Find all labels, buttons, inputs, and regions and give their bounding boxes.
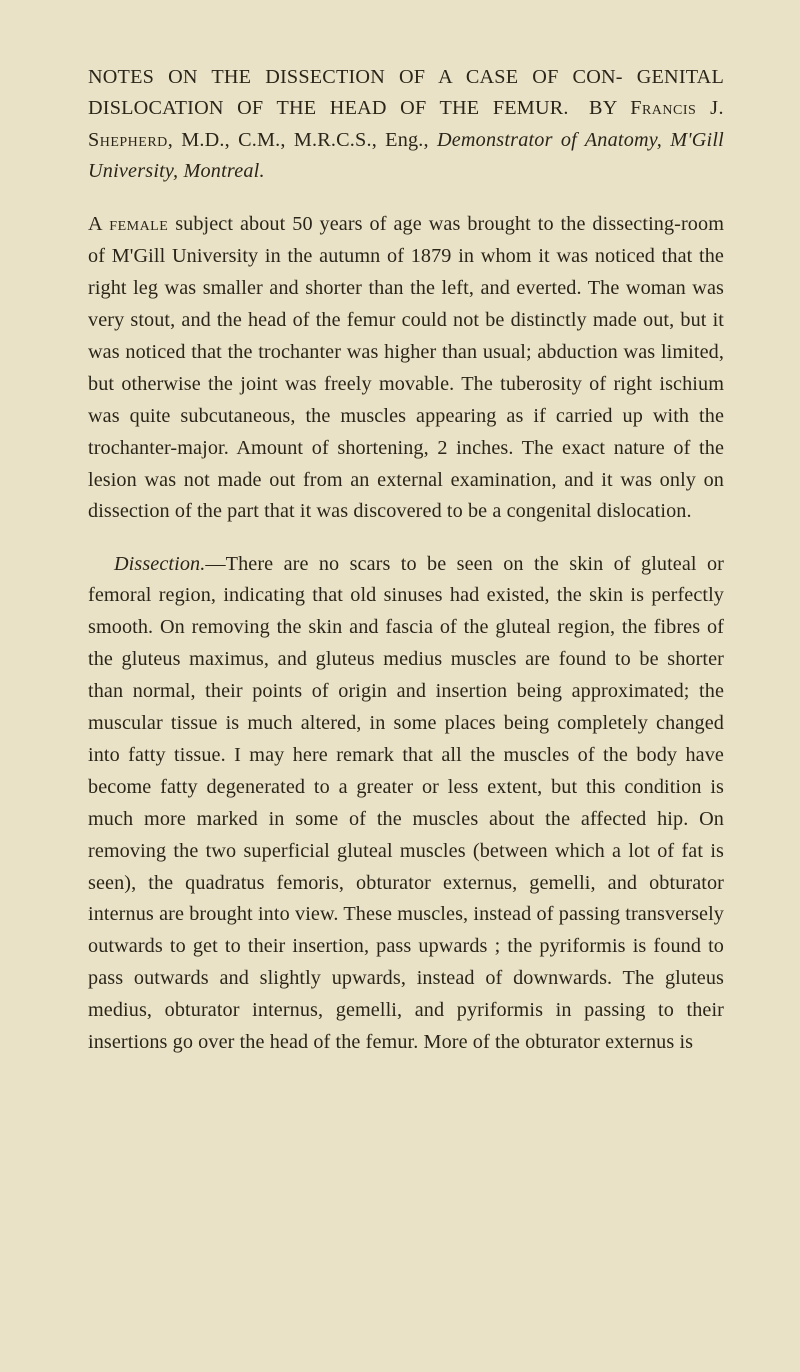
article-title: NOTES ON THE DISSECTION OF A CASE OF CON… <box>88 62 724 187</box>
paragraph-1: A female subject about 50 years of age w… <box>88 209 724 528</box>
title-line-1: NOTES ON THE DISSECTION OF A CASE OF CON… <box>88 66 623 88</box>
p1-body: subject about 50 years of age was brough… <box>88 213 724 522</box>
p1-lead: A female <box>88 213 168 235</box>
title-line-3-pre: FEMUR. By <box>493 97 630 119</box>
author-degrees: , M.D., C.M., M.R.C.S., Eng., <box>168 129 437 151</box>
p2-body: —There are no scars to be seen on the sk… <box>88 553 724 1054</box>
paragraph-2: Dissection.—There are no scars to be see… <box>88 549 724 1060</box>
document-page: NOTES ON THE DISSECTION OF A CASE OF CON… <box>0 0 800 1125</box>
p2-lead: Dissection. <box>114 553 205 575</box>
